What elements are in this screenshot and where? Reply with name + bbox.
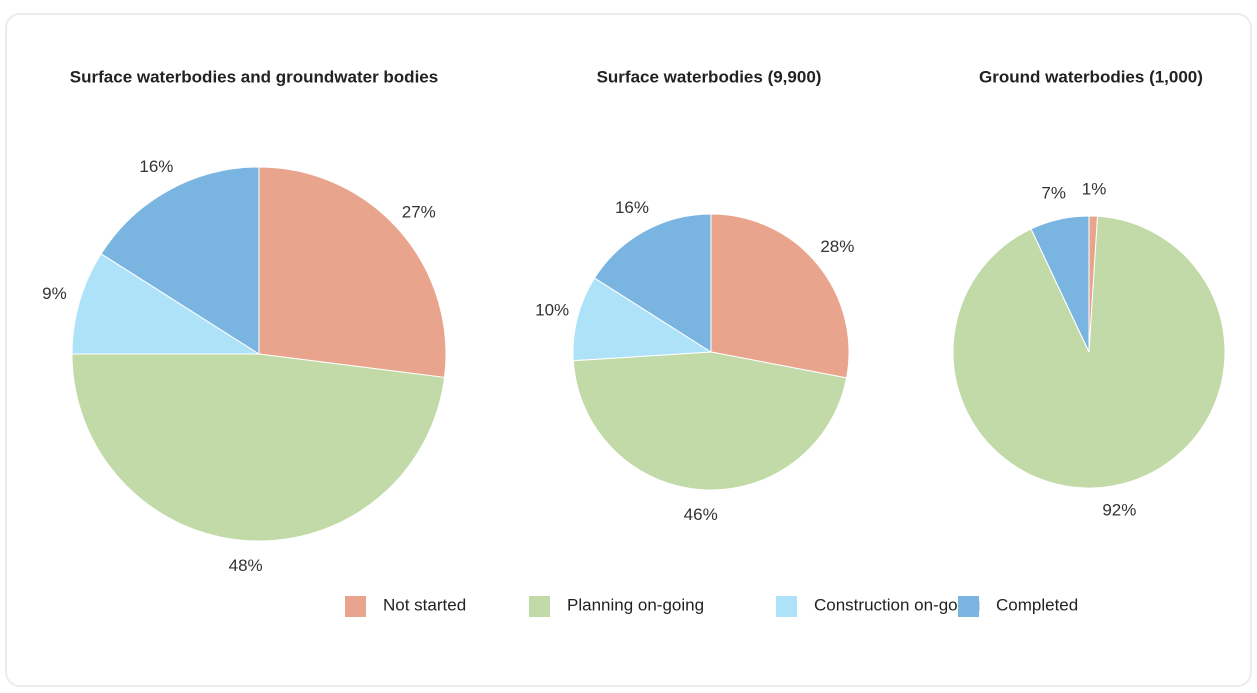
legend-swatch — [776, 596, 797, 617]
legend-swatch — [958, 596, 979, 617]
slice-label: 10% — [535, 301, 569, 320]
slice-label: 28% — [820, 237, 854, 256]
pie-slice — [710, 213, 850, 379]
pie-slice — [572, 277, 713, 362]
legend-label: Construction on-going — [814, 595, 980, 614]
legend-label: Not started — [383, 595, 466, 614]
slice-label: 27% — [402, 203, 436, 222]
slice-label: 9% — [42, 284, 67, 303]
chart-title: Surface waterbodies and groundwater bodi… — [70, 67, 438, 86]
pie-slice — [952, 215, 1226, 489]
chart-title: Surface waterbodies (9,900) — [597, 67, 822, 86]
legend-label: Completed — [996, 595, 1078, 614]
chart-title: Ground waterbodies (1,000) — [979, 67, 1203, 86]
slice-label: 92% — [1102, 501, 1136, 520]
pie-slice — [593, 213, 712, 353]
slice-label: 16% — [615, 198, 649, 217]
legend-swatch — [345, 596, 366, 617]
pie-slice — [1030, 215, 1090, 353]
legend-swatch — [529, 596, 550, 617]
pie-slice — [258, 166, 447, 378]
slice-label: 1% — [1082, 180, 1107, 199]
pie-slice — [71, 253, 261, 355]
pie-slice — [100, 166, 260, 355]
slice-label: 16% — [139, 157, 173, 176]
slice-label: 46% — [684, 505, 718, 524]
slice-label: 48% — [229, 556, 263, 575]
pie-slice — [71, 353, 446, 542]
legend-label: Planning on-going — [567, 595, 704, 614]
slice-label: 7% — [1041, 183, 1066, 202]
pie-slice — [572, 351, 848, 491]
